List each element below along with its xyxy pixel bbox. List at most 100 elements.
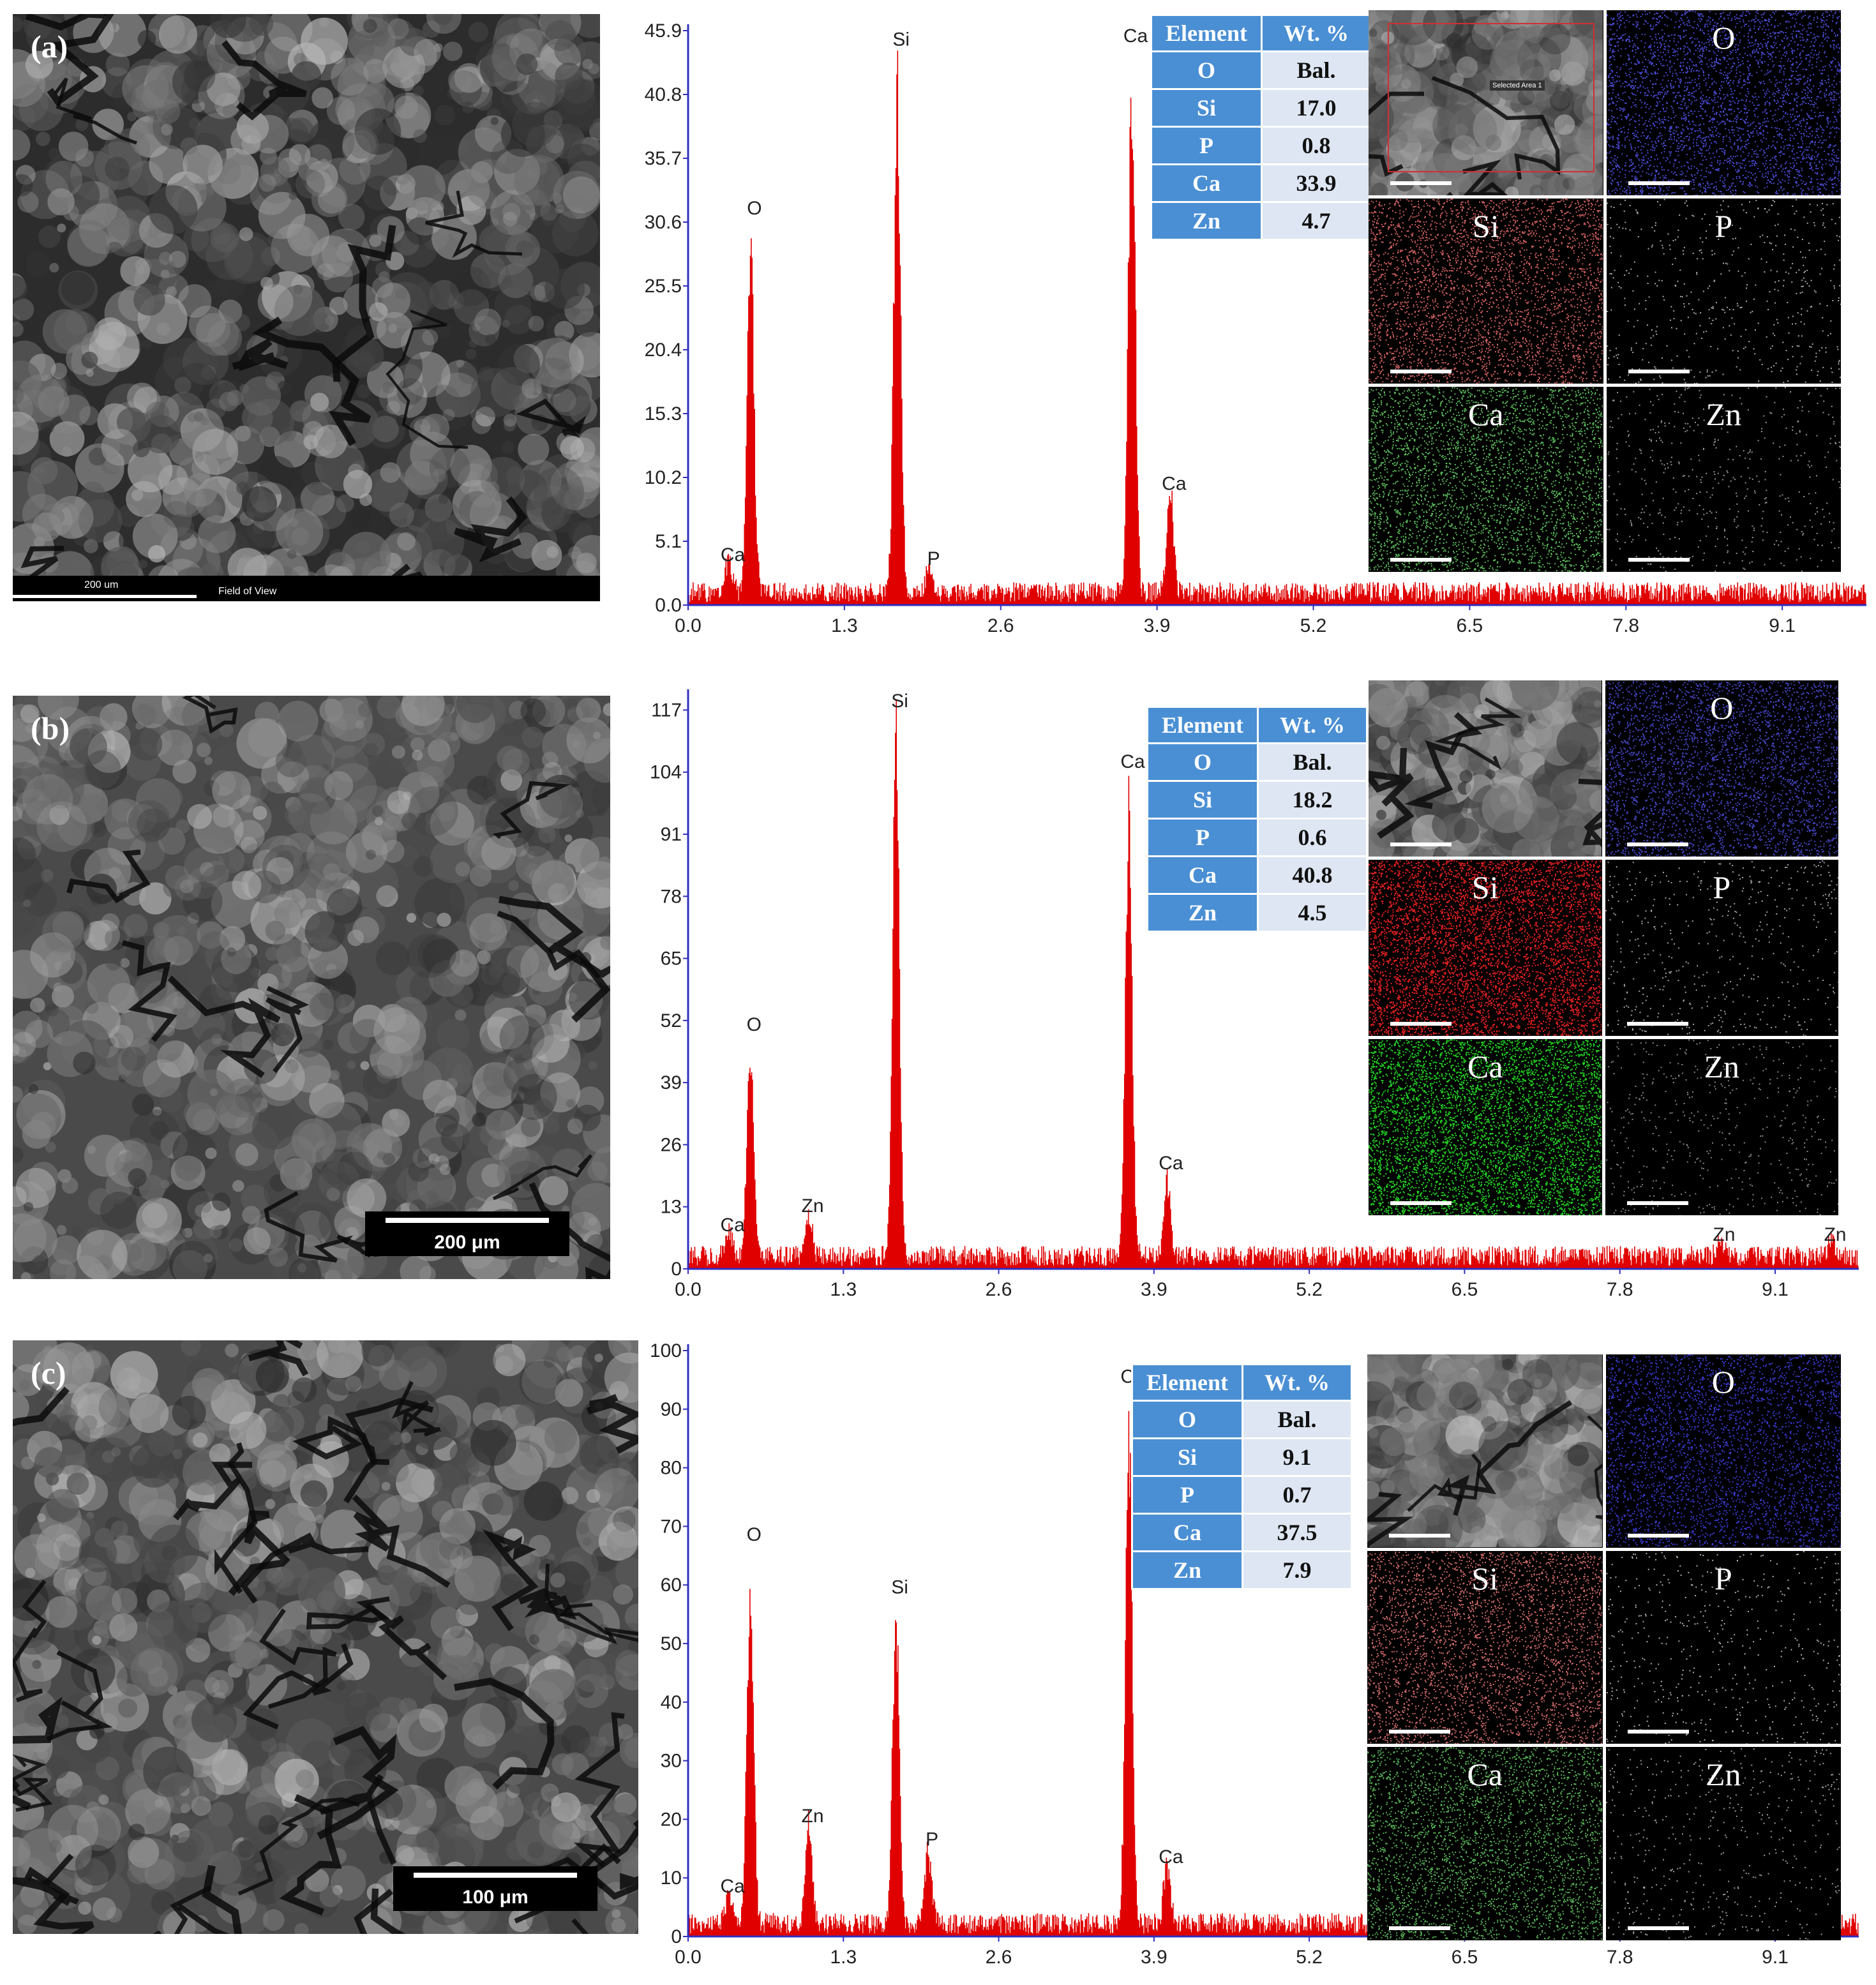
x-tick-label: 5.2 (1300, 615, 1327, 636)
y-tick-label: 20.4 (645, 340, 682, 361)
map-tile-p: P (1607, 198, 1842, 384)
map-scale-bar (1390, 181, 1452, 185)
map-tile-si: Si (1367, 1551, 1603, 1744)
x-tick-label: 1.3 (831, 615, 858, 636)
map-label-p: P (1606, 1560, 1842, 1597)
map-scale-bar (1628, 370, 1690, 373)
y-tick-label: 45.9 (645, 20, 682, 41)
peak-label: Si (892, 29, 910, 50)
peak-label: Ca (1120, 751, 1145, 772)
peak-label: P (927, 548, 940, 569)
y-tick-label: 60 (661, 1575, 682, 1596)
map-tile-si: Si (1369, 198, 1603, 384)
y-tick-label: 0 (671, 1926, 682, 1947)
weight-cell: 33.9 (1263, 165, 1370, 201)
peak-label: O (747, 1014, 762, 1035)
map-scale-bar (1628, 181, 1690, 185)
weight-cell: 0.6 (1259, 820, 1366, 855)
map-label-zn: Zn (1605, 1048, 1839, 1085)
y-tick-label: 70 (661, 1516, 682, 1537)
peak-label: Ca (1123, 26, 1148, 47)
peak-label: Ca (721, 544, 746, 566)
element-cell: O (1152, 52, 1261, 88)
map-label-ca: Ca (1369, 396, 1603, 433)
y-tick-label: 100 (650, 1340, 682, 1361)
map-tile-sem (1369, 680, 1602, 857)
map-scale-bar (1628, 1926, 1689, 1930)
y-tick-label: 52 (661, 1010, 682, 1031)
map-label-zn: Zn (1607, 396, 1842, 433)
map-tile-o: O (1607, 10, 1842, 195)
map-tile-o: O (1606, 1354, 1842, 1548)
peak-label: Si (891, 1577, 908, 1598)
y-tick-label: 65 (661, 948, 682, 970)
x-tick-label: 2.6 (986, 1279, 1012, 1300)
weight-cell: 40.8 (1259, 857, 1366, 893)
y-tick-label: 91 (661, 824, 682, 845)
selected-area-box (1388, 23, 1595, 172)
peak-label: Zn (1824, 1224, 1846, 1245)
x-tick-label: 2.6 (987, 615, 1014, 636)
peak-label: Ca (720, 1876, 745, 1897)
table-header: Wt. % (1263, 16, 1370, 50)
map-scale-bar (1627, 1201, 1688, 1205)
x-tick-label: 7.8 (1607, 1279, 1633, 1300)
map-scale-bar (1390, 1022, 1452, 1026)
map-tile-ca: Ca (1367, 1747, 1603, 1940)
weight-cell: 37.5 (1243, 1515, 1351, 1550)
element-cell: Ca (1133, 1515, 1242, 1550)
map-scale-bar (1628, 1534, 1689, 1538)
element-cell: O (1133, 1402, 1242, 1437)
y-tick-label: 5.1 (655, 531, 682, 552)
x-tick-label: 9.1 (1762, 1279, 1789, 1300)
map-scale-bar (1628, 558, 1690, 562)
x-tick-label: 6.5 (1452, 1947, 1478, 1968)
element-cell: Si (1148, 782, 1257, 818)
y-tick-label: 50 (661, 1633, 682, 1654)
x-tick-label: 1.3 (830, 1947, 857, 1968)
y-tick-label: 117 (651, 700, 682, 721)
map-tile-o: O (1605, 680, 1839, 857)
element-cell: Si (1133, 1439, 1242, 1475)
sem-micrograph-texture (1369, 680, 1602, 857)
weight-cell: 17.0 (1263, 90, 1370, 126)
peak-label: P (926, 1829, 938, 1850)
y-tick-label: 13 (661, 1197, 682, 1218)
element-cell: Ca (1152, 165, 1261, 201)
x-tick-label: 0.0 (675, 1947, 702, 1968)
peak-label: Ca (720, 1215, 745, 1236)
y-tick-label: 30 (661, 1751, 682, 1772)
element-cell: Zn (1148, 895, 1257, 931)
peak-label: O (747, 1524, 762, 1545)
weight-cell: 4.7 (1263, 203, 1370, 239)
x-tick-label: 9.1 (1769, 615, 1796, 636)
table-header: Element (1152, 16, 1261, 50)
map-tile-zn: Zn (1607, 387, 1842, 572)
map-tile-sem (1367, 1354, 1603, 1548)
x-tick-label: 0.0 (675, 1279, 702, 1300)
weight-cell: 0.8 (1263, 128, 1370, 163)
peak-label: Si (891, 691, 908, 712)
x-tick-label: 5.2 (1296, 1279, 1323, 1300)
element-cell: P (1148, 820, 1257, 855)
element-cell: Ca (1148, 857, 1257, 893)
weight-cell: 9.1 (1243, 1439, 1351, 1475)
weight-cell: 7.9 (1243, 1552, 1351, 1588)
